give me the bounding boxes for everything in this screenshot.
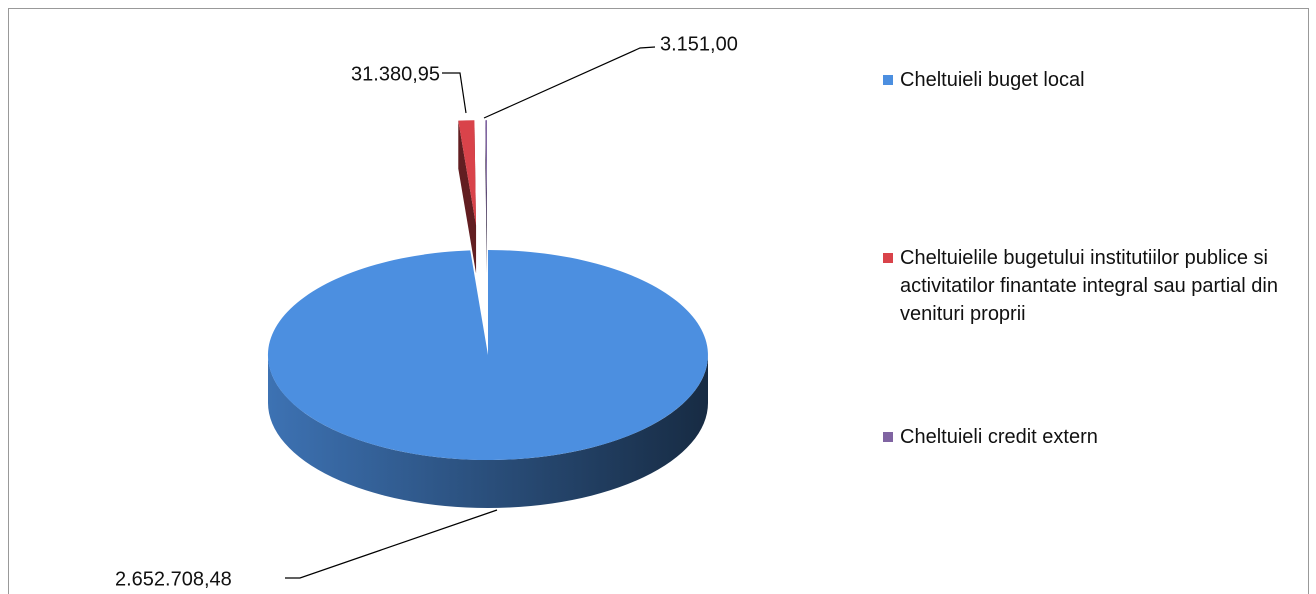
pie-side [485,120,487,274]
leader-line [442,72,467,114]
legend-item: Cheltuieli credit extern [883,423,1283,451]
pie-side [458,120,477,274]
pie-slice [485,120,487,226]
legend-swatch [883,253,893,263]
legend-swatch [883,75,893,85]
leader-line [285,509,498,579]
legend-label: Cheltuieli credit extern [900,426,1098,448]
legend-swatch [883,432,893,442]
pie-slice [458,120,477,226]
pie-wall [268,355,708,508]
data-label: 31.380,95 [351,63,440,85]
data-label: 3.151,00 [660,33,738,55]
pie-slice [267,250,708,460]
chart-frame [8,8,1309,594]
legend-item: Cheltuieli buget local [883,66,1283,94]
legend-item: Cheltuielile bugetului institutiilor pub… [883,244,1283,328]
legend-label: Cheltuieli buget local [900,69,1085,91]
leader-line [483,46,656,119]
data-label: 2.652.708,48 [115,568,232,590]
legend-label: Cheltuielile bugetului institutiilor pub… [900,247,1278,325]
